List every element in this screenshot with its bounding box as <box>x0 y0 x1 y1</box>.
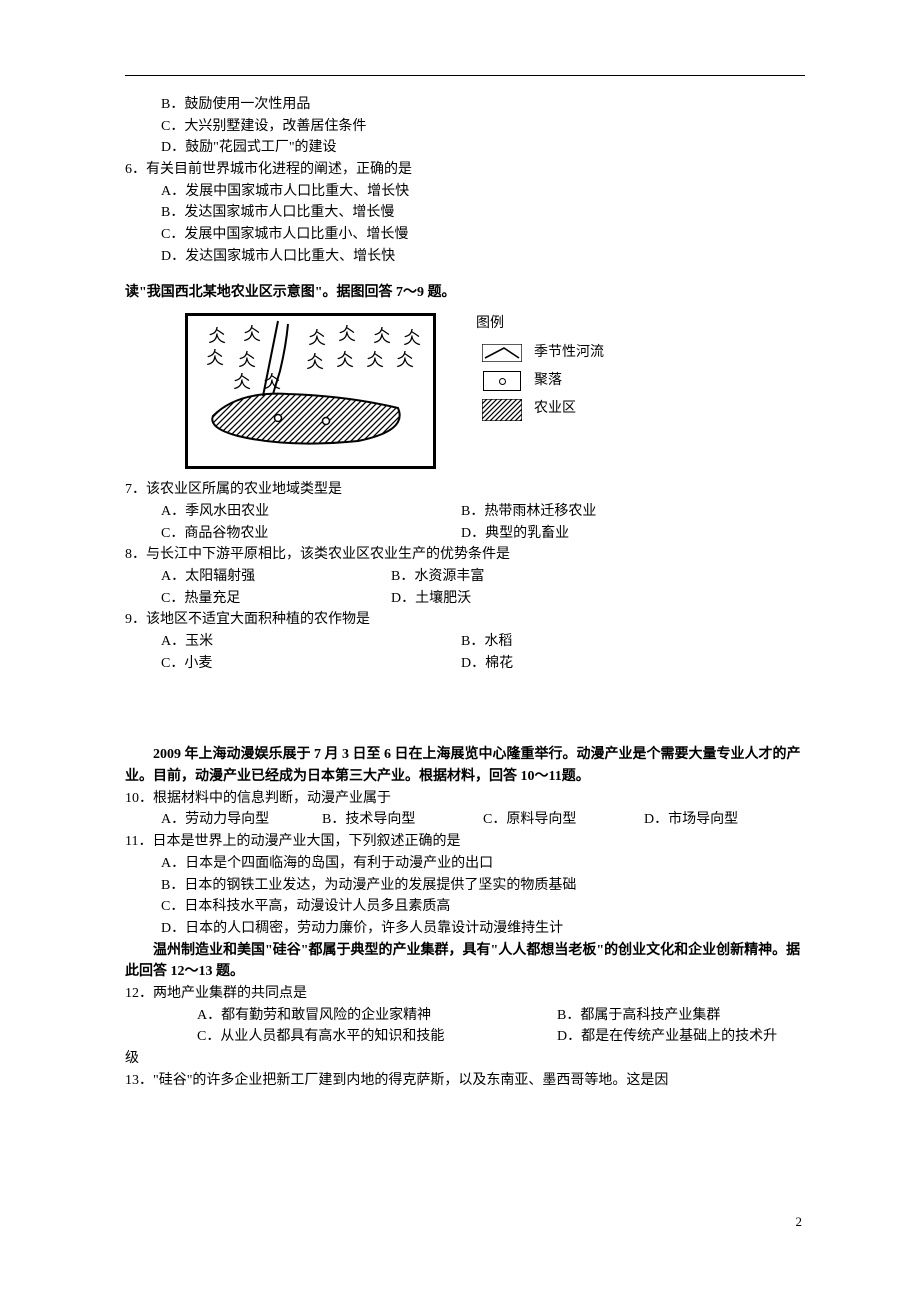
q5-option-c: C．大兴别墅建设，改善居住条件 <box>125 116 805 138</box>
q7-options-row2: C．商品谷物农业 D．典型的乳畜业 <box>125 523 805 545</box>
q10-option-a: A．劳动力导向型 <box>161 809 322 831</box>
legend-title: 图例 <box>476 313 604 335</box>
q11-option-a: A．日本是个四面临海的岛国，有利于动漫产业的出口 <box>125 853 805 875</box>
q7-option-d: D．典型的乳畜业 <box>461 523 805 545</box>
q12-stem: 12．两地产业集群的共同点是 <box>125 983 805 1005</box>
q10-option-d: D．市场导向型 <box>644 809 805 831</box>
q7-option-c: C．商品谷物农业 <box>161 523 461 545</box>
q9-option-d: D．棉花 <box>461 653 805 675</box>
page-top-rule <box>125 75 805 76</box>
q7-option-b: B．热带雨林迁移农业 <box>461 501 805 523</box>
q11-stem: 11．日本是世界上的动漫产业大国，下列叙述正确的是 <box>125 831 805 853</box>
passage2-title: 读"我国西北某地农业区示意图"。据图回答 7～9 题。 <box>125 282 805 304</box>
q11-option-c: C．日本科技水平高，动漫设计人员多且素质高 <box>125 896 805 918</box>
q6-option-c: C．发展中国家城市人口比重小、增长慢 <box>125 224 805 246</box>
passage3: 2009 年上海动漫娱乐展于 7 月 3 日至 6 日在上海展览中心隆重举行。动… <box>125 744 805 787</box>
q6-option-d: D．发达国家城市人口比重大、增长快 <box>125 246 805 268</box>
q8-stem: 8．与长江中下游平原相比，该类农业区农业生产的优势条件是 <box>125 544 805 566</box>
q8-option-d: D．土壤肥沃 <box>391 588 805 610</box>
q10-options: A．劳动力导向型 B．技术导向型 C．原料导向型 D．市场导向型 <box>125 809 805 831</box>
q9-option-b: B．水稻 <box>461 631 805 653</box>
figure-row: 仌 仌 仌 仌 仌 仌 仌 仌 仌 仌 仌 仌 仌 仌 <box>185 313 805 469</box>
farm-icon <box>482 399 522 421</box>
q9-option-a: A．玉米 <box>161 631 461 653</box>
legend-label-river: 季节性河流 <box>534 342 604 364</box>
q9-options-row1: A．玉米 B．水稻 <box>125 631 805 653</box>
q10-stem: 10．根据材料中的信息判断，动漫产业属于 <box>125 788 805 810</box>
q9-options-row2: C．小麦 D．棉花 <box>125 653 805 675</box>
q10-option-c: C．原料导向型 <box>483 809 644 831</box>
q12-option-d-tail: 级 <box>125 1048 805 1070</box>
q5-option-b: B．鼓励使用一次性用品 <box>125 94 805 116</box>
q12-option-b: B．都属于高科技产业集群 <box>557 1005 805 1027</box>
farm-area <box>208 386 408 446</box>
legend: 图例 季节性河流 聚落 <box>476 313 604 427</box>
q11-option-b: B．日本的钢铁工业发达，为动漫产业的发展提供了坚实的物质基础 <box>125 875 805 897</box>
q12-options-row1: A．都有勤劳和敢冒风险的企业家精神 B．都属于高科技产业集群 <box>125 1005 805 1027</box>
q8-option-a: A．太阳辐射强 <box>161 566 391 588</box>
q9-option-c: C．小麦 <box>161 653 461 675</box>
q6-option-a: A．发展中国家城市人口比重大、增长快 <box>125 181 805 203</box>
q6-stem: 6．有关目前世界城市化进程的阐述，正确的是 <box>125 159 805 181</box>
q9-stem: 9．该地区不适宜大面积种植的农作物是 <box>125 609 805 631</box>
q12-option-d: D．都是在传统产业基础上的技术升 <box>557 1026 805 1048</box>
legend-row-farm: 农业区 <box>476 398 604 420</box>
legend-label-farm: 农业区 <box>534 398 576 420</box>
passage4: 温州制造业和美国"硅谷"都属于典型的产业集群，具有"人人都想当老板"的创业文化和… <box>125 940 805 983</box>
q8-option-b: B．水资源丰富 <box>391 566 805 588</box>
legend-label-settlement: 聚落 <box>534 370 562 392</box>
page-number: 2 <box>796 1214 803 1230</box>
q5-option-d: D．鼓励"花园式工厂"的建设 <box>125 137 805 159</box>
q12-option-c: C．从业人员都具有高水平的知识和技能 <box>197 1026 557 1048</box>
q7-options-row1: A．季风水田农业 B．热带雨林迁移农业 <box>125 501 805 523</box>
q7-option-a: A．季风水田农业 <box>161 501 461 523</box>
legend-row-settlement: 聚落 <box>476 370 604 392</box>
river-icon <box>482 344 522 362</box>
q8-options-row1: A．太阳辐射强 B．水资源丰富 <box>125 566 805 588</box>
q12-option-a: A．都有勤劳和敢冒风险的企业家精神 <box>197 1005 557 1027</box>
q8-options-row2: C．热量充足 D．土壤肥沃 <box>125 588 805 610</box>
q8-option-c: C．热量充足 <box>161 588 391 610</box>
q12-options-row2: C．从业人员都具有高水平的知识和技能 D．都是在传统产业基础上的技术升 <box>125 1026 805 1048</box>
q11-option-d: D．日本的人口稠密，劳动力廉价，许多人员靠设计动漫维持生计 <box>125 918 805 940</box>
q13-stem: 13．"硅谷"的许多企业把新工厂建到内地的得克萨斯，以及东南亚、墨西哥等地。这是… <box>125 1070 805 1092</box>
q10-option-b: B．技术导向型 <box>322 809 483 831</box>
q6-option-b: B．发达国家城市人口比重大、增长慢 <box>125 202 805 224</box>
settlement-icon <box>483 371 521 391</box>
map-figure: 仌 仌 仌 仌 仌 仌 仌 仌 仌 仌 仌 仌 仌 仌 <box>185 313 436 469</box>
q7-stem: 7．该农业区所属的农业地域类型是 <box>125 479 805 501</box>
legend-row-river: 季节性河流 <box>476 342 604 364</box>
